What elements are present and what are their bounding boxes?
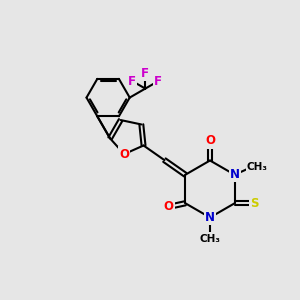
Text: O: O (119, 148, 129, 160)
Text: N: N (230, 168, 240, 181)
Text: CH₃: CH₃ (200, 233, 220, 244)
Text: O: O (164, 200, 174, 213)
Text: F: F (141, 67, 149, 80)
Text: O: O (205, 134, 215, 148)
Text: CH₃: CH₃ (247, 162, 268, 172)
Text: F: F (154, 75, 162, 88)
Text: S: S (250, 197, 258, 210)
Text: F: F (128, 75, 136, 88)
Text: N: N (205, 211, 215, 224)
